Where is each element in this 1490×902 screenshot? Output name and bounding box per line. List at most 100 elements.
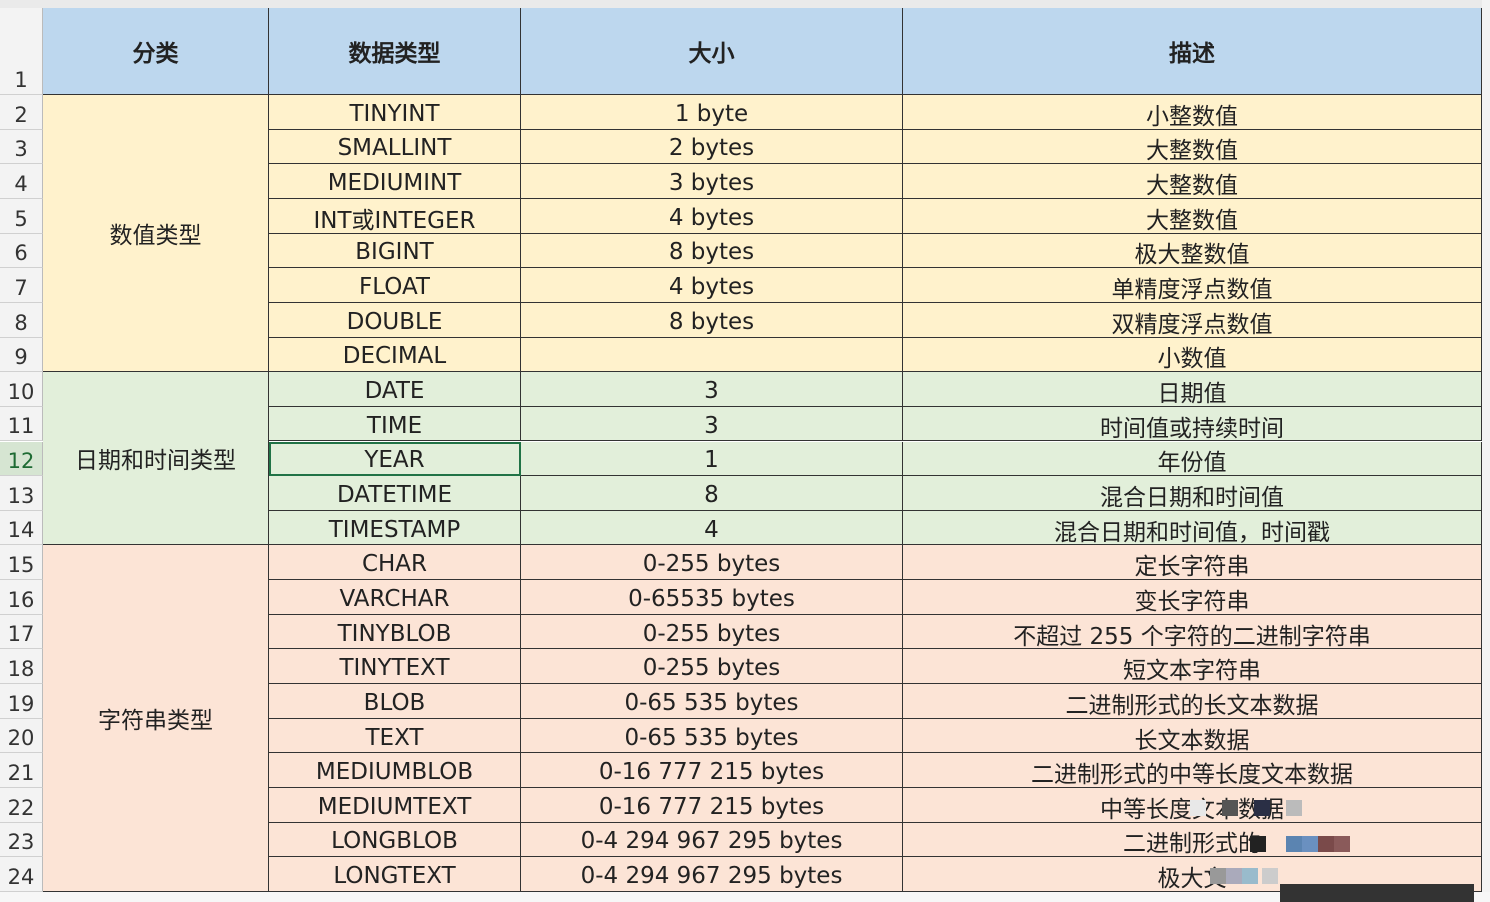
desc-cell: 长文本数据 bbox=[903, 718, 1482, 754]
desc-cell: 极大整数值 bbox=[903, 233, 1482, 268]
scroll-edge bbox=[1482, 0, 1490, 902]
type-cell: MEDIUMINT bbox=[269, 164, 521, 199]
mosaic bbox=[1262, 868, 1278, 884]
desc-cell: 二进制形式的长文本数据 bbox=[903, 684, 1482, 719]
desc-cell: 小整数值 bbox=[903, 95, 1482, 130]
type-cell: TIMESTAMP bbox=[269, 510, 521, 546]
size-cell: 3 bbox=[521, 372, 903, 407]
size-cell: 0-255 bytes bbox=[521, 545, 903, 581]
size-cell: 4 bbox=[521, 510, 903, 546]
mosaic bbox=[1226, 868, 1242, 884]
size-cell: 0-65 535 bytes bbox=[521, 684, 903, 719]
type-cell: TINYBLOB bbox=[269, 614, 521, 650]
mosaic bbox=[1286, 836, 1302, 852]
type-cell: LONGTEXT bbox=[269, 857, 521, 892]
mosaic bbox=[1302, 836, 1318, 852]
mosaic bbox=[1222, 800, 1238, 816]
mosaic bbox=[1254, 800, 1270, 816]
row-number: 10 bbox=[0, 372, 43, 407]
desc-cell: 单精度浮点数值 bbox=[903, 268, 1482, 303]
type-cell: TIME bbox=[269, 406, 521, 442]
desc-cell: 变长字符串 bbox=[903, 580, 1482, 615]
row-number: 8 bbox=[0, 302, 43, 338]
desc-cell: 混合日期和时间值 bbox=[903, 476, 1482, 511]
desc-cell: 小数值 bbox=[903, 337, 1482, 372]
size-cell: 3 bytes bbox=[521, 164, 903, 199]
size-cell: 4 bytes bbox=[521, 198, 903, 234]
row-number: 12 bbox=[0, 441, 43, 477]
row-number: 2 bbox=[0, 95, 43, 130]
row-number: 9 bbox=[0, 337, 43, 373]
desc-cell: 双精度浮点数值 bbox=[903, 302, 1482, 338]
row-number: 6 bbox=[0, 233, 43, 269]
row-number: 4 bbox=[0, 164, 43, 199]
mosaic bbox=[1286, 800, 1302, 816]
type-cell: FLOAT bbox=[269, 268, 521, 303]
type-cell: BLOB bbox=[269, 684, 521, 719]
row-number: 3 bbox=[0, 129, 43, 165]
header-cell: 分类 bbox=[43, 8, 269, 95]
desc-cell: 不超过 255 个字符的二进制字符串 bbox=[903, 614, 1482, 650]
type-cell: YEAR bbox=[269, 441, 521, 477]
size-cell: 8 bytes bbox=[521, 233, 903, 269]
row-number: 20 bbox=[0, 718, 43, 754]
type-cell: MEDIUMBLOB bbox=[269, 753, 521, 788]
type-cell: INT或INTEGER bbox=[269, 198, 521, 234]
size-cell: 8 bytes bbox=[521, 302, 903, 338]
type-cell: DATETIME bbox=[269, 476, 521, 511]
type-cell: VARCHAR bbox=[269, 580, 521, 615]
desc-cell: 大整数值 bbox=[903, 129, 1482, 164]
category-cell: 字符串类型 bbox=[43, 545, 269, 892]
desc-cell: 混合日期和时间值，时间戳 bbox=[903, 510, 1482, 546]
type-cell: TEXT bbox=[269, 718, 521, 754]
size-cell: 0-4 294 967 295 bytes bbox=[521, 857, 903, 892]
type-cell: CHAR bbox=[269, 545, 521, 581]
type-cell: DATE bbox=[269, 372, 521, 407]
desc-cell: 大整数值 bbox=[903, 164, 1482, 199]
row-number: 16 bbox=[0, 580, 43, 615]
type-cell: LONGBLOB bbox=[269, 822, 521, 858]
mosaic bbox=[1190, 800, 1206, 816]
mosaic bbox=[1318, 836, 1334, 852]
mosaic bbox=[1242, 868, 1258, 884]
header-cell: 数据类型 bbox=[269, 8, 521, 95]
size-cell: 0-16 777 215 bytes bbox=[521, 788, 903, 823]
size-cell: 0-255 bytes bbox=[521, 614, 903, 650]
type-cell: TINYINT bbox=[269, 95, 521, 130]
header-cell: 描述 bbox=[903, 8, 1482, 95]
size-cell: 1 byte bbox=[521, 95, 903, 130]
desc-cell: 大整数值 bbox=[903, 198, 1482, 234]
next-row bbox=[0, 892, 1490, 902]
mosaic bbox=[1250, 836, 1266, 852]
desc-cell: 定长字符串 bbox=[903, 545, 1482, 580]
row-number: 14 bbox=[0, 510, 43, 546]
size-cell: 0-65535 bytes bbox=[521, 580, 903, 615]
row-number: 1 bbox=[0, 8, 43, 95]
header-cell: 大小 bbox=[521, 8, 903, 95]
size-cell: 1 bbox=[521, 441, 903, 477]
row-number: 18 bbox=[0, 649, 43, 685]
type-cell: TINYTEXT bbox=[269, 649, 521, 685]
row-number: 22 bbox=[0, 788, 43, 823]
row-number: 17 bbox=[0, 614, 43, 650]
size-cell: 4 bytes bbox=[521, 268, 903, 303]
size-cell: 0-16 777 215 bytes bbox=[521, 753, 903, 788]
desc-cell: 年份值 bbox=[903, 441, 1482, 476]
mosaic bbox=[1210, 868, 1226, 884]
type-cell: MEDIUMTEXT bbox=[269, 788, 521, 823]
mosaic bbox=[1334, 836, 1350, 852]
row-number: 23 bbox=[0, 822, 43, 858]
type-cell: BIGINT bbox=[269, 233, 521, 269]
size-cell: 2 bytes bbox=[521, 129, 903, 165]
desc-cell: 二进制形式的 bbox=[903, 822, 1482, 857]
row-number: 11 bbox=[0, 406, 43, 442]
row-number: 5 bbox=[0, 198, 43, 234]
row-number: 15 bbox=[0, 545, 43, 581]
row-number: 13 bbox=[0, 476, 43, 511]
type-cell: DOUBLE bbox=[269, 302, 521, 338]
category-cell: 数值类型 bbox=[43, 95, 269, 373]
row-number: 19 bbox=[0, 684, 43, 719]
size-cell: 3 bbox=[521, 406, 903, 442]
row-number: 7 bbox=[0, 268, 43, 303]
